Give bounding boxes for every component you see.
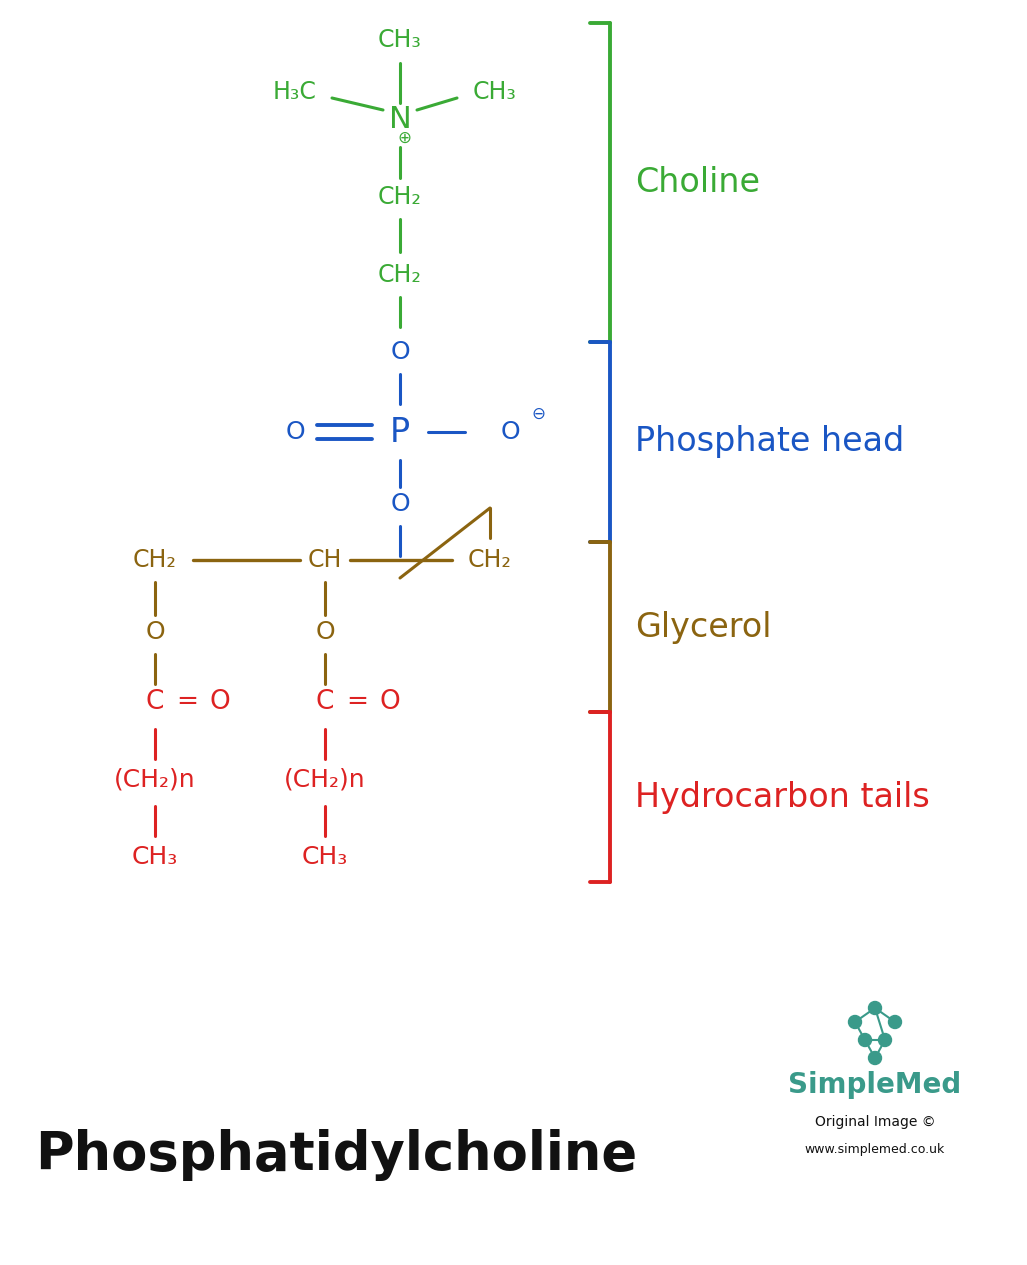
Text: SimpleMed: SimpleMed (789, 1071, 961, 1099)
Text: CH₃: CH₃ (302, 845, 348, 869)
Text: Phosphate head: Phosphate head (635, 425, 904, 458)
Text: O: O (315, 620, 335, 644)
Text: ⊕: ⊕ (397, 129, 411, 147)
Text: N: N (388, 105, 412, 134)
Text: CH₃: CH₃ (378, 28, 422, 52)
Text: CH₃: CH₃ (131, 845, 178, 869)
Text: CH₂: CH₂ (378, 185, 422, 209)
Text: CH₃: CH₃ (473, 80, 517, 104)
Circle shape (888, 1016, 902, 1028)
Text: O: O (390, 340, 410, 364)
Text: O: O (380, 689, 401, 715)
Text: ⊖: ⊖ (531, 405, 545, 423)
Text: O: O (145, 620, 164, 644)
Circle shape (859, 1034, 872, 1046)
Text: Hydrocarbon tails: Hydrocarbon tails (635, 781, 929, 813)
Text: O: O (210, 689, 230, 715)
Text: (CH₂)n: (CH₂)n (114, 767, 196, 791)
Circle shape (878, 1034, 891, 1046)
Text: P: P (390, 415, 410, 449)
Text: C: C (316, 689, 334, 715)
Circle shape (869, 1002, 881, 1015)
Text: www.simplemed.co.uk: www.simplemed.co.uk (805, 1144, 945, 1156)
Text: CH₂: CH₂ (468, 548, 511, 572)
Text: CH: CH (308, 548, 342, 572)
Text: C: C (146, 689, 164, 715)
Text: =: = (346, 689, 368, 715)
Text: O: O (390, 492, 410, 516)
Text: O: O (500, 420, 520, 444)
Text: O: O (286, 420, 305, 444)
Circle shape (848, 1016, 862, 1028)
Text: Glycerol: Glycerol (635, 611, 771, 644)
Text: (CH₂)n: (CH₂)n (284, 767, 366, 791)
Text: CH₂: CH₂ (134, 548, 177, 572)
Text: Choline: Choline (635, 166, 760, 199)
Text: Phosphatidylcholine: Phosphatidylcholine (35, 1128, 637, 1182)
Text: H₃C: H₃C (273, 80, 317, 104)
Text: CH₂: CH₂ (378, 263, 422, 287)
Circle shape (869, 1051, 881, 1065)
Text: Original Image ©: Original Image © (814, 1114, 936, 1128)
Text: =: = (176, 689, 198, 715)
